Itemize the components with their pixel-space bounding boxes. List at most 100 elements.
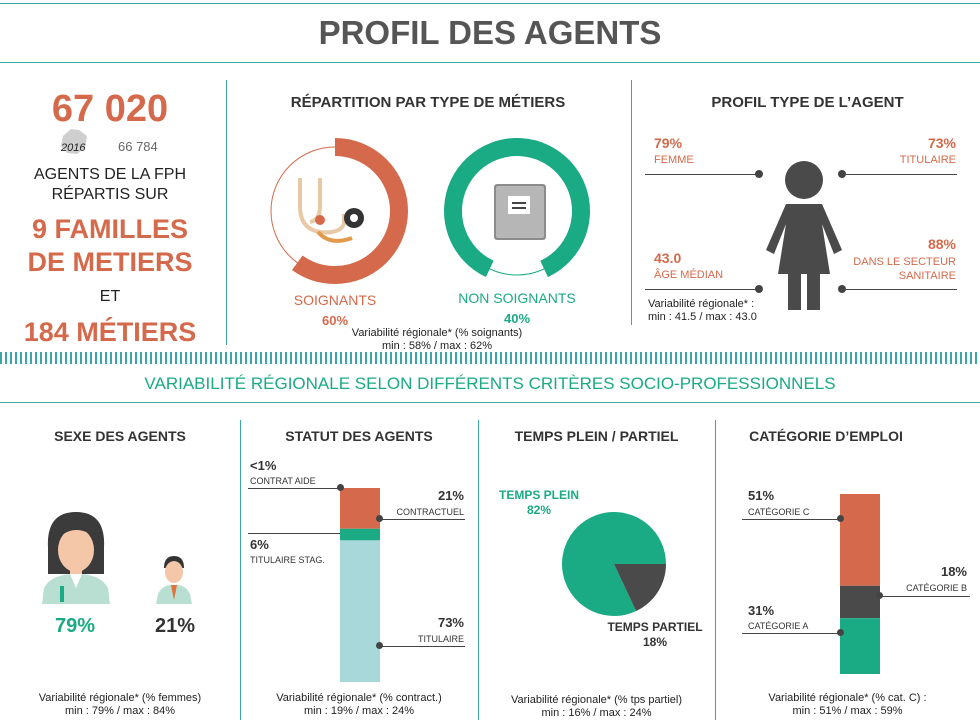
leader-line [380, 646, 465, 647]
temps-pie [562, 512, 666, 616]
cat-c-pct: 51% [748, 488, 775, 503]
stag-pct: 6% [250, 537, 269, 552]
book-icon [494, 184, 546, 240]
leader-line [842, 289, 957, 290]
variability-line2: min : 58% / max : 62% [381, 340, 493, 352]
leader-line [380, 519, 465, 520]
temps-partiel-pct: 18% [642, 635, 668, 649]
variability-line1: Variabilité régionale* (% soignants) [351, 327, 523, 339]
variability-line2: min : 16% / max : 24% [541, 707, 652, 719]
non-soignants-pct: 40% [503, 311, 531, 326]
soignants-arc [262, 138, 408, 284]
titulaire-label: TITULAIRE [417, 634, 464, 644]
contractuel-label: CONTRACTUEL [396, 507, 464, 517]
non-soignants-donut [444, 138, 590, 284]
bar-segment-categorie-b [840, 585, 880, 619]
section-rule [0, 402, 980, 403]
bar-segment-titulaire [340, 540, 380, 682]
age-label: ÂGE MÉDIAN [654, 269, 724, 281]
male-agent-icon [156, 556, 192, 604]
contrat-aide-label: CONTRAT AIDE [250, 476, 316, 486]
sexe-variability: Variabilité régionale* (% femmes) min : … [0, 692, 240, 718]
stag-label: TITULAIRE STAG. [250, 555, 325, 565]
variability-line2: min : 51% / max : 59% [792, 705, 903, 717]
stethoscope-icon [298, 178, 364, 243]
leader-line [645, 174, 759, 175]
variability-line1: Variabilité régionale* : [648, 298, 755, 310]
leader-line [742, 519, 842, 520]
female-pct: 79% [54, 615, 96, 637]
categorie-title: CATÉGORIE D’EMPLOI [749, 428, 903, 444]
titulaire-label: TITULAIRE [899, 154, 956, 166]
woman-icon [766, 161, 842, 310]
profil-type-title: PROFIL TYPE DE L’AGENT [711, 94, 904, 111]
leader-dot [838, 170, 846, 178]
bar-segment-categorie-a [840, 618, 880, 674]
contractuel-pct: 21% [437, 488, 464, 503]
summary-line2: RÉPARTIS SUR [51, 186, 169, 203]
sexe-title: SEXE DES AGENTS [54, 428, 186, 444]
agents-total: 67 020 [51, 88, 169, 130]
title-rule [0, 62, 980, 63]
top-rule [0, 3, 980, 4]
age-value: 43.0 [654, 250, 682, 266]
statut-stacked-bar [340, 488, 380, 682]
variability-line1: Variabilité régionale* (% femmes) [38, 692, 202, 704]
cat-b-label: CATÉGORIE B [906, 583, 967, 593]
leader-dot [755, 170, 763, 178]
sanitaire-label: DANS LE SECTEUR SANITAIRE [853, 255, 956, 283]
leader-line [645, 289, 759, 290]
section-separator [0, 352, 980, 364]
leader-line [880, 596, 970, 597]
titulaire-pct: 73% [927, 135, 956, 151]
bar-segment-contractuel [340, 488, 380, 529]
families-line1: 9 FAMILLES [31, 214, 188, 244]
divider [478, 420, 479, 720]
variability-line2: min : 79% / max : 84% [64, 705, 176, 717]
statut-variability: Variabilité régionale* (% contract.) min… [240, 692, 478, 718]
temps-variability: Variabilité régionale* (% tps partiel) m… [478, 694, 715, 720]
summary-panel: 67 020 [0, 88, 220, 131]
leader-dot [376, 642, 383, 649]
families-count: 9 FAMILLES DE METIERS [0, 213, 220, 279]
soignants-donut [262, 138, 408, 284]
soignants-pct: 60% [321, 313, 349, 328]
temps-title: TEMPS PLEIN / PARTIEL [514, 428, 679, 444]
sanitaire-pct: 88% [927, 236, 956, 252]
leader-dot [337, 484, 344, 491]
categorie-variability: Variabilité régionale* (% cat. C) : min … [715, 692, 980, 718]
leader-dot [755, 285, 763, 293]
non-soignants-outline [452, 146, 582, 276]
leader-dot [876, 592, 883, 599]
divider [240, 420, 241, 720]
bar-segment-categorie-c [840, 494, 880, 586]
femme-pct: 79% [654, 135, 683, 151]
variability-line1: Variabilité régionale* (% tps partiel) [511, 694, 682, 706]
temps-partiel-label: TEMPS PARTIEL [607, 620, 703, 634]
temps-plein-pct: 82% [526, 503, 552, 517]
cat-a-pct: 31% [748, 603, 775, 618]
leader-dot [376, 515, 383, 522]
cat-c-label: CATÉGORIE C [748, 507, 810, 517]
cat-b-pct: 18% [940, 564, 967, 579]
divider [715, 420, 716, 720]
leader-dot [838, 285, 846, 293]
page-title: PROFIL DES AGENTS [318, 14, 662, 51]
leader-dot [837, 629, 844, 636]
pie-slice-temps-partiel [614, 564, 666, 612]
profil-variability: Variabilité régionale* : min : 41.5 / ma… [648, 298, 757, 324]
contrat-aide-pct: <1% [250, 458, 277, 473]
variability-section-title: VARIABILITÉ RÉGIONALE SELON DIFFÉRENTS C… [144, 374, 836, 393]
leader-line [248, 488, 342, 489]
cat-a-label: CATÉGORIE A [748, 621, 809, 631]
leader-line [842, 174, 957, 175]
statut-title: STATUT DES AGENTS [285, 428, 433, 444]
leader-line [742, 633, 842, 634]
variability-line1: Variabilité régionale* (% contract.) [276, 692, 442, 704]
agents-prev: 66 784 [118, 139, 158, 154]
families-line2: DE METIERS [27, 247, 193, 277]
repartition-variability: Variabilité régionale* (% soignants) min… [322, 327, 552, 353]
sanitaire-label-line1: DANS LE SECTEUR [853, 256, 956, 268]
temps-plein-label: TEMPS PLEIN [498, 488, 579, 502]
titulaire-pct: 73% [437, 615, 464, 630]
